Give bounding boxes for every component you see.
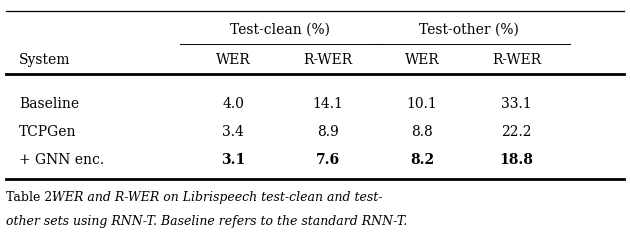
Text: System: System: [19, 53, 71, 67]
Text: 18.8: 18.8: [500, 153, 534, 167]
Text: 4.0: 4.0: [222, 97, 244, 111]
Text: 8.2: 8.2: [410, 153, 434, 167]
Text: Test-other (%): Test-other (%): [420, 22, 519, 36]
Text: 22.2: 22.2: [501, 125, 532, 139]
Text: R-WER: R-WER: [492, 53, 541, 67]
Text: 10.1: 10.1: [407, 97, 437, 111]
Text: 7.6: 7.6: [316, 153, 340, 167]
Text: Table 2:: Table 2:: [6, 191, 60, 204]
Text: 33.1: 33.1: [501, 97, 532, 111]
Text: TCPGen: TCPGen: [19, 125, 76, 139]
Text: WER and R-WER on Librispeech test-clean and test-: WER and R-WER on Librispeech test-clean …: [52, 191, 383, 204]
Text: other sets using RNN-T. Baseline refers to the standard RNN-T.: other sets using RNN-T. Baseline refers …: [6, 215, 408, 228]
Text: Test-clean (%): Test-clean (%): [231, 22, 330, 36]
Text: WER: WER: [215, 53, 251, 67]
Text: Baseline: Baseline: [19, 97, 79, 111]
Text: 8.8: 8.8: [411, 125, 433, 139]
Text: R-WER: R-WER: [303, 53, 352, 67]
Text: 8.9: 8.9: [317, 125, 338, 139]
Text: 3.1: 3.1: [221, 153, 245, 167]
Text: 3.4: 3.4: [222, 125, 244, 139]
Text: WER: WER: [404, 53, 440, 67]
Text: 14.1: 14.1: [312, 97, 343, 111]
Text: + GNN enc.: + GNN enc.: [19, 153, 104, 167]
